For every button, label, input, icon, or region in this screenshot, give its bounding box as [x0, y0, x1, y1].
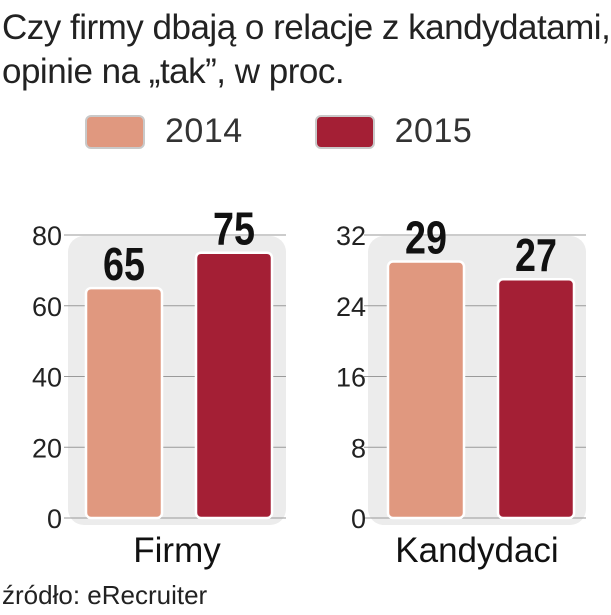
bar-data-label: 27 [515, 230, 557, 281]
legend-label-2014: 2014 [165, 112, 243, 150]
category-label: Firmy [133, 531, 221, 570]
title-line-1: Czy firmy dbają o relacje z kandydatami, [2, 8, 611, 47]
y-tick-label: 32 [336, 221, 366, 251]
legend: 2014 2015 [85, 112, 544, 151]
y-tick-label: 0 [47, 504, 62, 534]
legend-swatch-2014 [85, 114, 145, 149]
bar [84, 286, 164, 520]
y-tick-label: 8 [351, 433, 366, 463]
chart-title: Czy firmy dbają o relacje z kandydatami,… [2, 6, 611, 94]
legend-item-2015: 2015 [314, 112, 473, 151]
legend-item-2014: 2014 [85, 112, 243, 151]
bar [194, 251, 274, 520]
y-tick-label: 16 [336, 363, 366, 393]
title-line-2: opinie na „tak”, w proc. [2, 52, 345, 91]
y-tick-label: 20 [32, 433, 62, 463]
bar-data-label: 29 [405, 212, 447, 263]
bar [386, 260, 466, 520]
legend-label-2015: 2015 [394, 112, 473, 150]
y-tick-label: 40 [32, 363, 62, 393]
y-tick-label: 80 [32, 221, 62, 251]
bar-data-label: 65 [103, 239, 145, 290]
y-tick-label: 24 [336, 292, 366, 322]
bar [496, 277, 576, 520]
category-label: Kandydaci [395, 531, 558, 570]
y-tick-label: 0 [351, 504, 366, 534]
legend-swatch-2015 [314, 114, 375, 149]
y-tick-label: 60 [32, 292, 62, 322]
bar-data-label: 75 [213, 203, 255, 254]
source-note: źródło: eRecruiter [2, 580, 208, 610]
